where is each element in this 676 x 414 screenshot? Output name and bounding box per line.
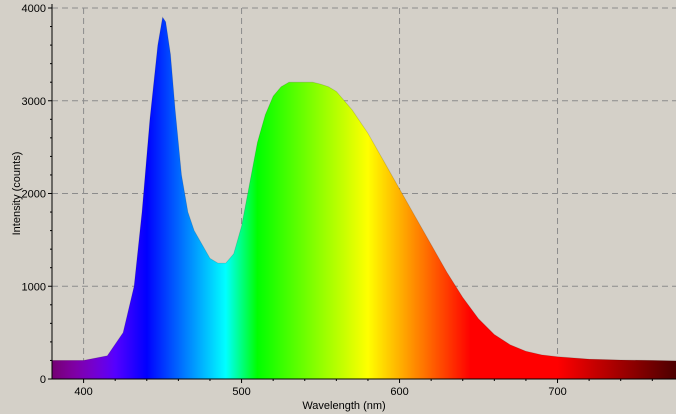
y-tick-label: 0 [40, 374, 46, 386]
plot-area [52, 16, 676, 380]
y-tick-label: 2000 [22, 189, 46, 201]
y-tick-label: 3000 [22, 96, 46, 108]
x-tick-label: 500 [232, 386, 250, 398]
x-tick-label: 400 [74, 386, 92, 398]
y-tick-label: 4000 [22, 3, 46, 15]
x-tick-label: 600 [390, 386, 408, 398]
y-tick-label: 1000 [22, 281, 46, 293]
axes [48, 4, 676, 383]
x-tick-label: 700 [548, 386, 566, 398]
y-axis-title: Intensity (counts) [11, 152, 23, 236]
spectrum-line [52, 16, 676, 362]
spectrum-area [52, 17, 676, 380]
x-axis-title: Wavelength (nm) [302, 400, 385, 412]
labels: 0 1000 2000 3000 4000 400 500 600 700 Wavelength … [11, 3, 567, 412]
